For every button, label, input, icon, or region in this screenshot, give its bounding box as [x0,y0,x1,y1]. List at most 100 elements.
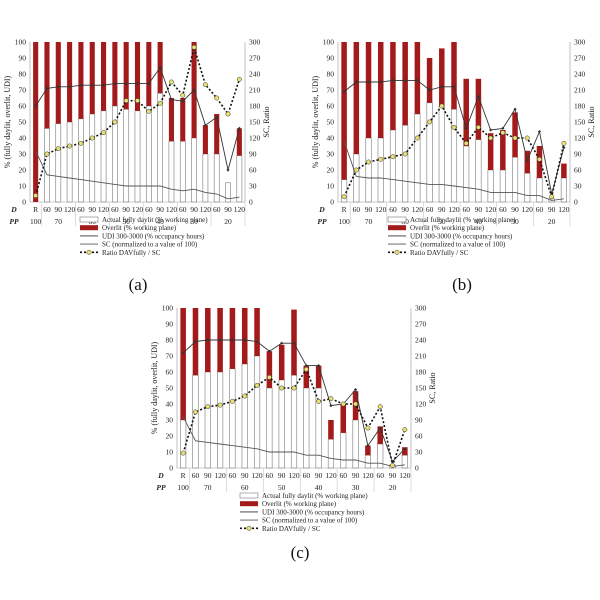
legend-label-udi: UDI 300-3000 (% occupancy hours) [410,232,513,240]
udi-point [124,82,128,86]
ratio-point [279,385,285,391]
bar-daylit [204,371,211,469]
y-tick-label: 40 [19,134,27,143]
y2-tick-label: 180 [574,102,586,111]
ratio-point [123,98,129,104]
ratio-point [78,140,84,146]
category-label: 120 [485,205,497,214]
legend-label-ratio: Ratio DAVfully / SC [262,525,321,533]
legend-label-sc: SC (normalized to a value of 100) [102,241,198,249]
udi-point [158,66,162,70]
udi-point [56,85,60,89]
udi-point [101,83,106,87]
bar-daylit [44,128,50,203]
pp-group-label: 20 [389,483,397,492]
category-label: 90 [548,205,556,214]
bar-daylit [426,102,433,203]
category-label: 60 [426,205,434,214]
ratio-point [291,385,297,391]
y2-tick-label: 240 [249,70,261,79]
y-tick-label: 10 [19,182,27,191]
bar-overlit [180,308,186,420]
pp-group-label: 40 [475,217,483,226]
pp-group-label: 40 [315,483,323,492]
y2-tick-label: 0 [249,198,253,207]
ratio-point [366,159,371,165]
y2-axis-title: SC, Ratio [587,106,596,137]
y-tick-label: 90 [19,54,27,63]
legend-swatch-overlit [80,225,98,231]
y-tick-label: 80 [327,70,335,79]
legend-label-daylit: Actual fully daylit (% working plane) [102,216,208,224]
legend: Actual fully daylit (% working plane)Ove… [239,492,368,533]
pp-group-label: 60 [241,483,249,492]
category-label: 60 [376,471,384,480]
category-label: 90 [475,205,483,214]
y-tick-label: 80 [166,336,174,345]
udi-point [537,130,542,134]
y-tick-label: 50 [19,118,27,127]
legend-label-overlit: Overlit (% working plane) [102,224,177,232]
udi-point [513,107,517,111]
bar-overlit [55,42,61,124]
bar-overlit [112,42,118,106]
category-label: 120 [522,205,534,214]
ratio-point [402,151,408,157]
y2-tick-label: 300 [249,38,261,47]
pp-group-label: 70 [55,217,63,226]
ratio-point [414,135,420,141]
bar-overlit [202,125,208,154]
y-tick-label: 90 [327,54,335,63]
y-tick-label: 30 [327,150,335,159]
category-label: 60 [340,471,348,480]
udi-point [206,338,210,342]
category-label: 60 [179,205,187,214]
chart-panel-0: 0102030405060708090100030609012015018021… [3,38,271,295]
bar-overlit [377,426,383,444]
y2-tick-label: 60 [249,166,257,175]
udi-point [366,444,370,448]
category-label: 120 [200,205,212,214]
bar-daylit [560,177,567,203]
category-label: 120 [64,205,76,214]
y-tick-label: 70 [19,86,27,95]
category-label: 90 [190,205,198,214]
bar-overlit [365,445,371,456]
y-axis-title: % (fully daylit, overlit, UDI) [3,75,12,168]
bar-daylit [266,387,273,469]
y2-tick-label: 60 [574,166,582,175]
category-label: 120 [375,205,387,214]
bar-overlit [402,447,408,456]
category-label: 120 [98,205,110,214]
y-tick-label: 0 [22,198,26,207]
ratio-point [33,193,39,199]
bar-overlit [402,42,408,126]
category-label: 60 [462,205,470,214]
category-label: 60 [77,205,85,214]
category-label: 120 [448,205,460,214]
bar-daylit [364,454,371,469]
bar-overlit [390,42,396,130]
category-label: R [33,205,38,214]
bar-overlit [561,163,567,178]
bar-overlit [168,98,174,142]
udi-point [379,80,383,84]
category-label: 90 [511,205,519,214]
y2-tick-label: 90 [574,150,582,159]
ratio-point [254,382,260,388]
udi-point [181,99,185,103]
category-label: 90 [278,471,286,480]
ratio-point [500,130,506,136]
bar-daylit [236,155,243,203]
y2-tick-label: 30 [415,448,423,457]
pp-row-label: PP [9,217,19,226]
category-label: 60 [145,205,153,214]
y-tick-label: 70 [166,352,174,361]
category-label: 90 [241,471,249,480]
category-label: 90 [224,205,232,214]
y-tick-label: 40 [166,400,174,409]
pp-group-label: 100 [338,217,350,226]
category-label: 120 [166,205,178,214]
udi-point [192,88,196,92]
bar-overlit [254,308,260,356]
